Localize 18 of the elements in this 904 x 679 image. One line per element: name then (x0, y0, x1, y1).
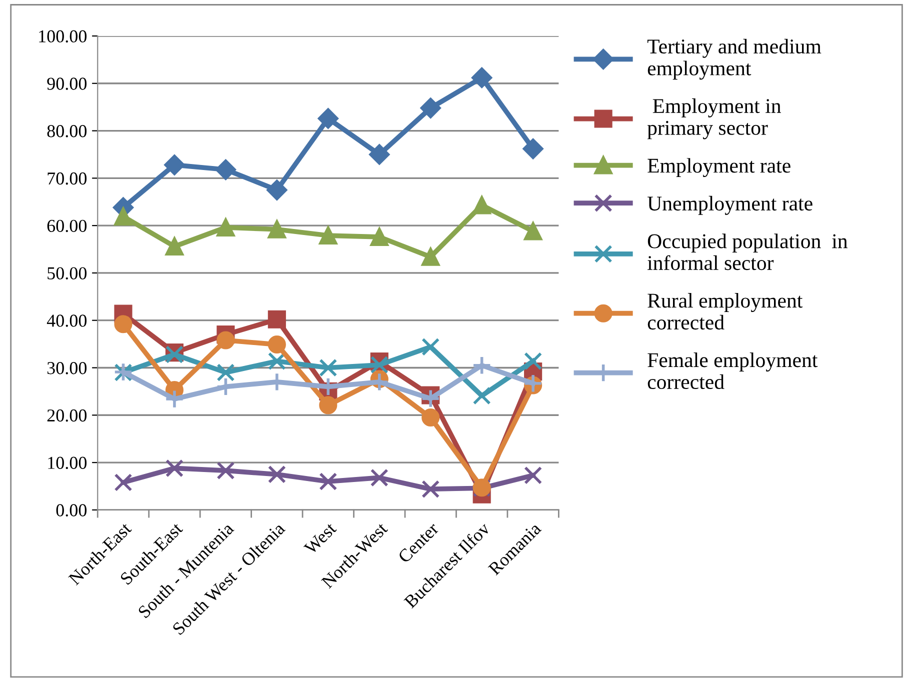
legend-label: Rural employment corrected (648, 293, 803, 330)
y-tick-label: 80.00 (47, 125, 87, 138)
y-tick-label: 70.00 (48, 172, 87, 185)
legend-label: Female employment corrected (648, 352, 818, 390)
legend-label: Employment in primary sector (647, 98, 781, 140)
y-tick-label: 0.00 (56, 504, 87, 516)
y-tick-label: 20.00 (47, 409, 87, 422)
legend-label: Unemployment rate (647, 196, 812, 215)
y-tick-label: 40.00 (46, 314, 87, 327)
legend-label: Occupied population in informal sector (647, 234, 848, 270)
legend-label: Tertiary and medium employment (647, 38, 822, 80)
y-tick-label: 100.00 (39, 30, 87, 43)
legend-label: Employment rate (648, 158, 790, 178)
y-tick-label: 10.00 (48, 456, 87, 470)
y-tick-label: 50.00 (48, 267, 87, 280)
y-tick-label: 30.00 (47, 362, 87, 374)
y-tick-label: 60.00 (47, 220, 87, 232)
y-tick-label: 90.00 (47, 78, 87, 90)
